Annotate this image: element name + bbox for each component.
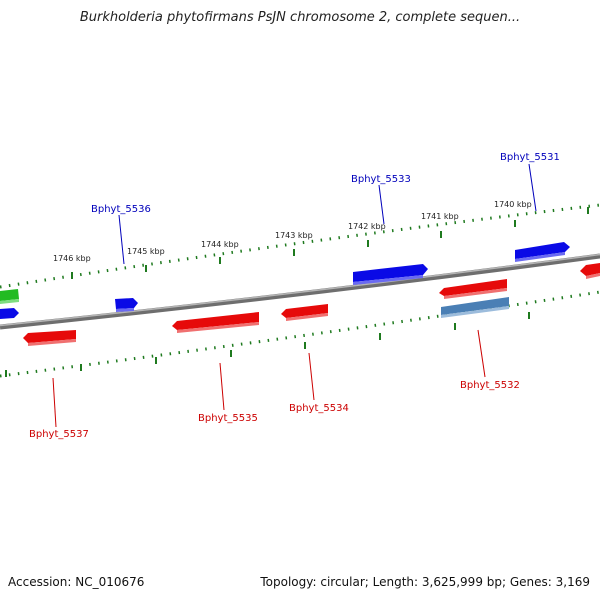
gene-label-bphyt-5537[interactable]: Bphyt_5537 [29, 429, 89, 440]
gene-shadow [515, 252, 565, 262]
gene-label-bphyt-5532[interactable]: Bphyt_5532 [460, 380, 520, 391]
gene-shadow [441, 306, 509, 318]
tick-label: 1744 kbp [201, 240, 239, 249]
gene-bphyt-5536[interactable] [115, 298, 138, 309]
reverse-genes [23, 263, 600, 346]
gene-partial-right[interactable] [580, 263, 600, 276]
gene-label-bphyt-5535[interactable]: Bphyt_5535 [198, 413, 258, 424]
map-title: Burkholderia phytofirmans PsJN chromosom… [79, 10, 521, 25]
gene-shadow [353, 275, 423, 285]
gene-label-bphyt-5534[interactable]: Bphyt_5534 [289, 403, 349, 414]
gene-bphyt-5533[interactable] [353, 264, 428, 282]
label-leaders-bottom [52, 329, 486, 428]
gene-bphyt-5532-upper[interactable] [439, 279, 507, 296]
gene-label-bphyt-5531[interactable]: Bphyt_5531 [500, 152, 560, 163]
gene-bphyt-5532[interactable] [441, 297, 509, 315]
gene-bphyt-5535[interactable] [172, 312, 259, 330]
gene-shadow [286, 313, 328, 321]
tick-label: 1743 kbp [275, 231, 313, 240]
outer-tick-track [0, 203, 600, 289]
leader-line [52, 377, 57, 428]
inner-major-ticks [5, 312, 530, 377]
gene-label-bphyt-5533[interactable]: Bphyt_5533 [351, 174, 411, 185]
topology-text: Topology: circular; Length: 3,625,999 bp… [260, 575, 590, 589]
gene-bphyt-5534[interactable] [281, 304, 328, 318]
tick-label: 1746 kbp [53, 254, 91, 263]
gene-partial-left[interactable] [0, 308, 19, 319]
tick-label: 1742 kbp [348, 222, 386, 231]
leader-line [378, 184, 385, 225]
gene-labels-bottom: Bphyt_5537 Bphyt_5535 Bphyt_5534 Bphyt_5… [29, 380, 520, 440]
gene-shadow [586, 273, 600, 279]
inner-tick-track [0, 290, 600, 378]
gene-rna-shadow [0, 299, 19, 304]
gene-labels-top: Bphyt_5536 Bphyt_5533 Bphyt_5531 [91, 152, 560, 215]
major-ticks [71, 207, 589, 279]
gene-label-bphyt-5536[interactable]: Bphyt_5536 [91, 204, 151, 215]
tick-label: 1740 kbp [494, 200, 532, 209]
chromosome-backbone [0, 253, 600, 330]
gene-bphyt-5531[interactable] [515, 242, 570, 259]
gene-shadow [28, 339, 76, 346]
leader-line [118, 214, 125, 265]
leader-line [308, 352, 315, 401]
gene-shadow [116, 308, 134, 312]
tick-label: 1745 kbp [127, 247, 165, 256]
leader-line [219, 362, 225, 411]
gene-shadow [177, 322, 259, 333]
forward-genes [0, 242, 570, 319]
gene-rna[interactable] [0, 289, 19, 301]
tick-label: 1741 kbp [421, 212, 459, 221]
tick-labels: 1746 kbp 1745 kbp 1744 kbp 1743 kbp 1742… [53, 200, 532, 263]
label-leaders-top [118, 163, 537, 265]
gene-bphyt-5537[interactable] [23, 330, 76, 343]
leader-line [528, 163, 537, 212]
gene-shadow [444, 288, 507, 299]
accession-text: Accession: NC_010676 [8, 575, 145, 589]
leader-line [477, 329, 486, 378]
